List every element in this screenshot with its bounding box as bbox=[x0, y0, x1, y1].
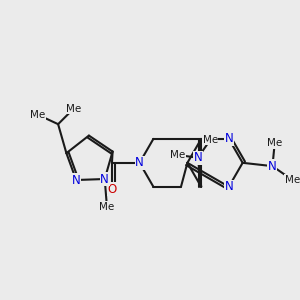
Text: N: N bbox=[135, 156, 144, 169]
Text: N: N bbox=[194, 151, 202, 164]
Text: N: N bbox=[268, 160, 277, 172]
Text: N: N bbox=[100, 172, 109, 185]
Text: Me: Me bbox=[267, 139, 282, 148]
Text: Me: Me bbox=[203, 135, 218, 145]
Text: Me: Me bbox=[170, 150, 186, 160]
Text: N: N bbox=[72, 173, 80, 187]
Text: N: N bbox=[224, 180, 233, 193]
Text: Me: Me bbox=[66, 104, 81, 114]
Text: Me: Me bbox=[99, 202, 115, 212]
Text: Me: Me bbox=[285, 175, 300, 185]
Text: O: O bbox=[107, 183, 117, 196]
Text: N: N bbox=[224, 132, 233, 146]
Text: Me: Me bbox=[30, 110, 45, 119]
